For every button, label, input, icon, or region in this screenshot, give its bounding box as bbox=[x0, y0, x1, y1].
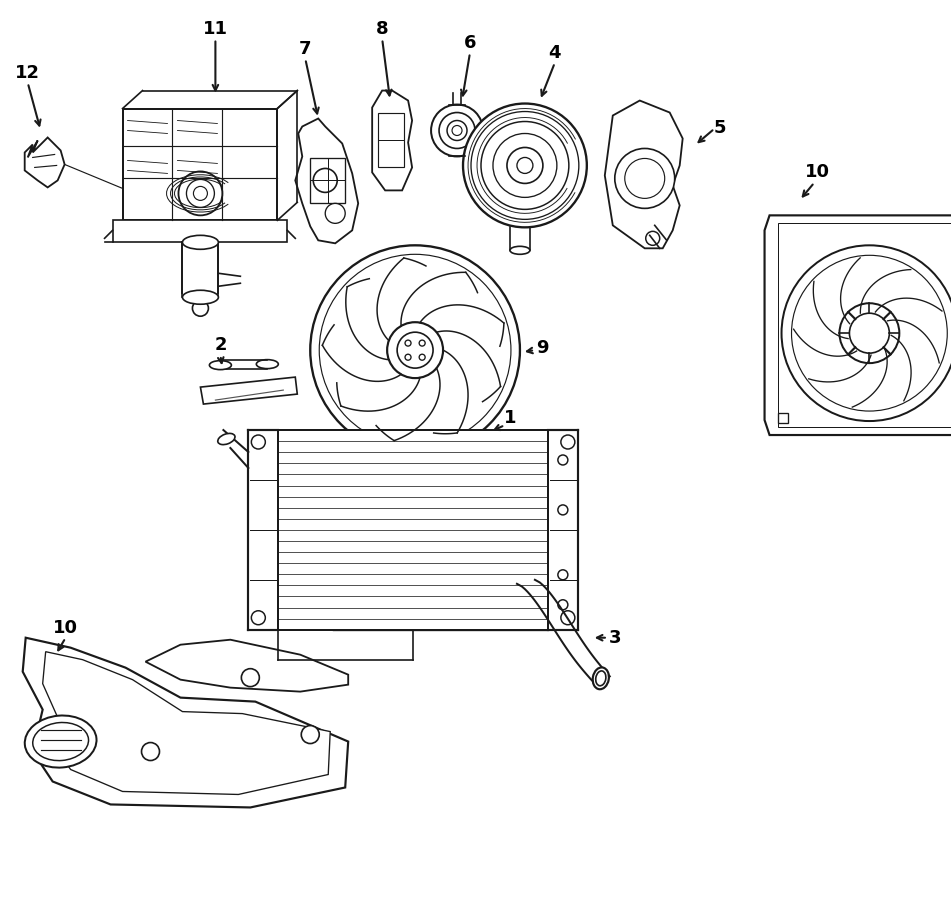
Bar bbox=[310, 159, 346, 204]
Circle shape bbox=[452, 125, 462, 135]
Bar bbox=[183, 242, 218, 297]
Circle shape bbox=[310, 245, 520, 455]
Circle shape bbox=[50, 747, 61, 757]
Circle shape bbox=[447, 121, 467, 141]
Circle shape bbox=[463, 104, 586, 227]
Bar bbox=[378, 113, 404, 168]
Circle shape bbox=[439, 113, 475, 149]
Text: 12: 12 bbox=[15, 64, 40, 82]
Circle shape bbox=[561, 611, 575, 624]
Circle shape bbox=[782, 245, 952, 421]
Circle shape bbox=[558, 600, 567, 610]
Polygon shape bbox=[43, 651, 330, 795]
Circle shape bbox=[142, 742, 160, 760]
Circle shape bbox=[431, 105, 483, 157]
Polygon shape bbox=[372, 91, 412, 190]
Circle shape bbox=[387, 323, 443, 378]
Ellipse shape bbox=[32, 723, 89, 760]
Text: 4: 4 bbox=[548, 43, 561, 61]
Ellipse shape bbox=[183, 290, 218, 305]
Circle shape bbox=[178, 171, 223, 215]
Text: 5: 5 bbox=[713, 120, 725, 138]
Circle shape bbox=[419, 340, 426, 346]
Bar bbox=[123, 108, 277, 221]
Text: 6: 6 bbox=[464, 33, 476, 51]
Circle shape bbox=[193, 187, 208, 200]
Circle shape bbox=[840, 304, 900, 363]
Circle shape bbox=[419, 354, 426, 360]
Circle shape bbox=[471, 112, 579, 219]
Text: 8: 8 bbox=[376, 20, 388, 38]
Circle shape bbox=[625, 159, 664, 198]
Circle shape bbox=[251, 435, 266, 449]
Circle shape bbox=[192, 300, 208, 316]
Polygon shape bbox=[295, 119, 358, 243]
Circle shape bbox=[326, 204, 346, 223]
Circle shape bbox=[561, 435, 575, 449]
Circle shape bbox=[405, 354, 411, 360]
Ellipse shape bbox=[218, 433, 235, 444]
Polygon shape bbox=[605, 101, 683, 249]
Ellipse shape bbox=[593, 668, 609, 689]
Circle shape bbox=[615, 149, 675, 208]
Circle shape bbox=[405, 340, 411, 346]
Text: 7: 7 bbox=[299, 40, 311, 58]
Circle shape bbox=[558, 505, 567, 514]
Text: 2: 2 bbox=[214, 336, 227, 354]
Circle shape bbox=[187, 179, 214, 207]
Circle shape bbox=[849, 314, 889, 353]
Circle shape bbox=[319, 254, 511, 446]
Polygon shape bbox=[764, 215, 952, 435]
Text: 10: 10 bbox=[53, 619, 78, 637]
Polygon shape bbox=[201, 378, 297, 404]
Circle shape bbox=[251, 611, 266, 624]
Bar bbox=[112, 221, 288, 242]
Ellipse shape bbox=[25, 715, 96, 768]
Circle shape bbox=[558, 455, 567, 465]
Text: 10: 10 bbox=[805, 163, 830, 181]
Polygon shape bbox=[23, 638, 348, 807]
Bar bbox=[778, 223, 952, 427]
Text: 11: 11 bbox=[203, 20, 228, 38]
Circle shape bbox=[558, 569, 567, 580]
Circle shape bbox=[481, 122, 569, 209]
Circle shape bbox=[507, 148, 543, 184]
Circle shape bbox=[791, 255, 947, 411]
Circle shape bbox=[242, 669, 259, 687]
Bar bbox=[778, 413, 787, 423]
Circle shape bbox=[397, 332, 433, 369]
Circle shape bbox=[301, 725, 319, 743]
Circle shape bbox=[313, 168, 337, 193]
Circle shape bbox=[517, 158, 533, 173]
Polygon shape bbox=[25, 138, 65, 187]
Ellipse shape bbox=[209, 360, 231, 369]
Circle shape bbox=[645, 232, 660, 245]
Polygon shape bbox=[146, 640, 348, 692]
Text: 9: 9 bbox=[536, 339, 548, 357]
Ellipse shape bbox=[596, 671, 605, 686]
Circle shape bbox=[493, 133, 557, 197]
Text: 1: 1 bbox=[504, 409, 516, 427]
Text: 3: 3 bbox=[608, 629, 621, 647]
Ellipse shape bbox=[256, 359, 278, 369]
Ellipse shape bbox=[183, 235, 218, 250]
Bar bbox=[278, 430, 548, 630]
Ellipse shape bbox=[510, 246, 530, 254]
